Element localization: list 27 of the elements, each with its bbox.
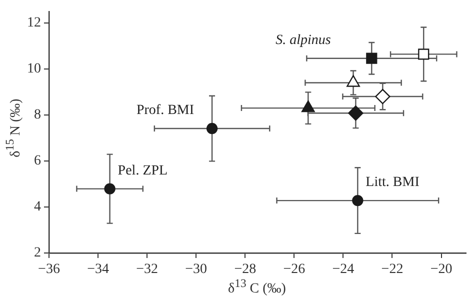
x-tick-label: −36	[38, 262, 60, 278]
point	[206, 122, 218, 134]
y-tick-label: 2	[34, 246, 41, 261]
point	[375, 88, 390, 104]
series-label: Pel. ZPL	[118, 163, 168, 178]
x-tick-label: −22	[381, 262, 404, 278]
annotation: S. alpinus	[276, 33, 332, 48]
point	[352, 194, 364, 206]
x-tick-label: −26	[283, 262, 306, 278]
y-tick-label: 4	[34, 200, 41, 215]
point	[104, 183, 116, 194]
x-tick-label: −20	[430, 262, 452, 278]
y-tick-label: 12	[27, 16, 41, 31]
point	[418, 48, 430, 60]
x-tick-label: −24	[332, 262, 354, 278]
y-tick-label: 6	[34, 154, 41, 169]
point	[348, 106, 364, 121]
series-label: Prof. BMI	[136, 103, 194, 118]
x-axis-title: δ$^{13}$ C (‰)	[227, 277, 287, 298]
series-label: Litt. BMI	[366, 175, 420, 190]
x-tick-label: −28	[234, 262, 256, 278]
x-tick-label: −34	[87, 262, 109, 278]
y-tick-label: 10	[27, 62, 41, 77]
x-tick-label: −32	[136, 262, 158, 278]
x-tick-label: −30	[185, 262, 208, 278]
point	[366, 52, 378, 64]
y-tick-label: 8	[34, 108, 41, 123]
